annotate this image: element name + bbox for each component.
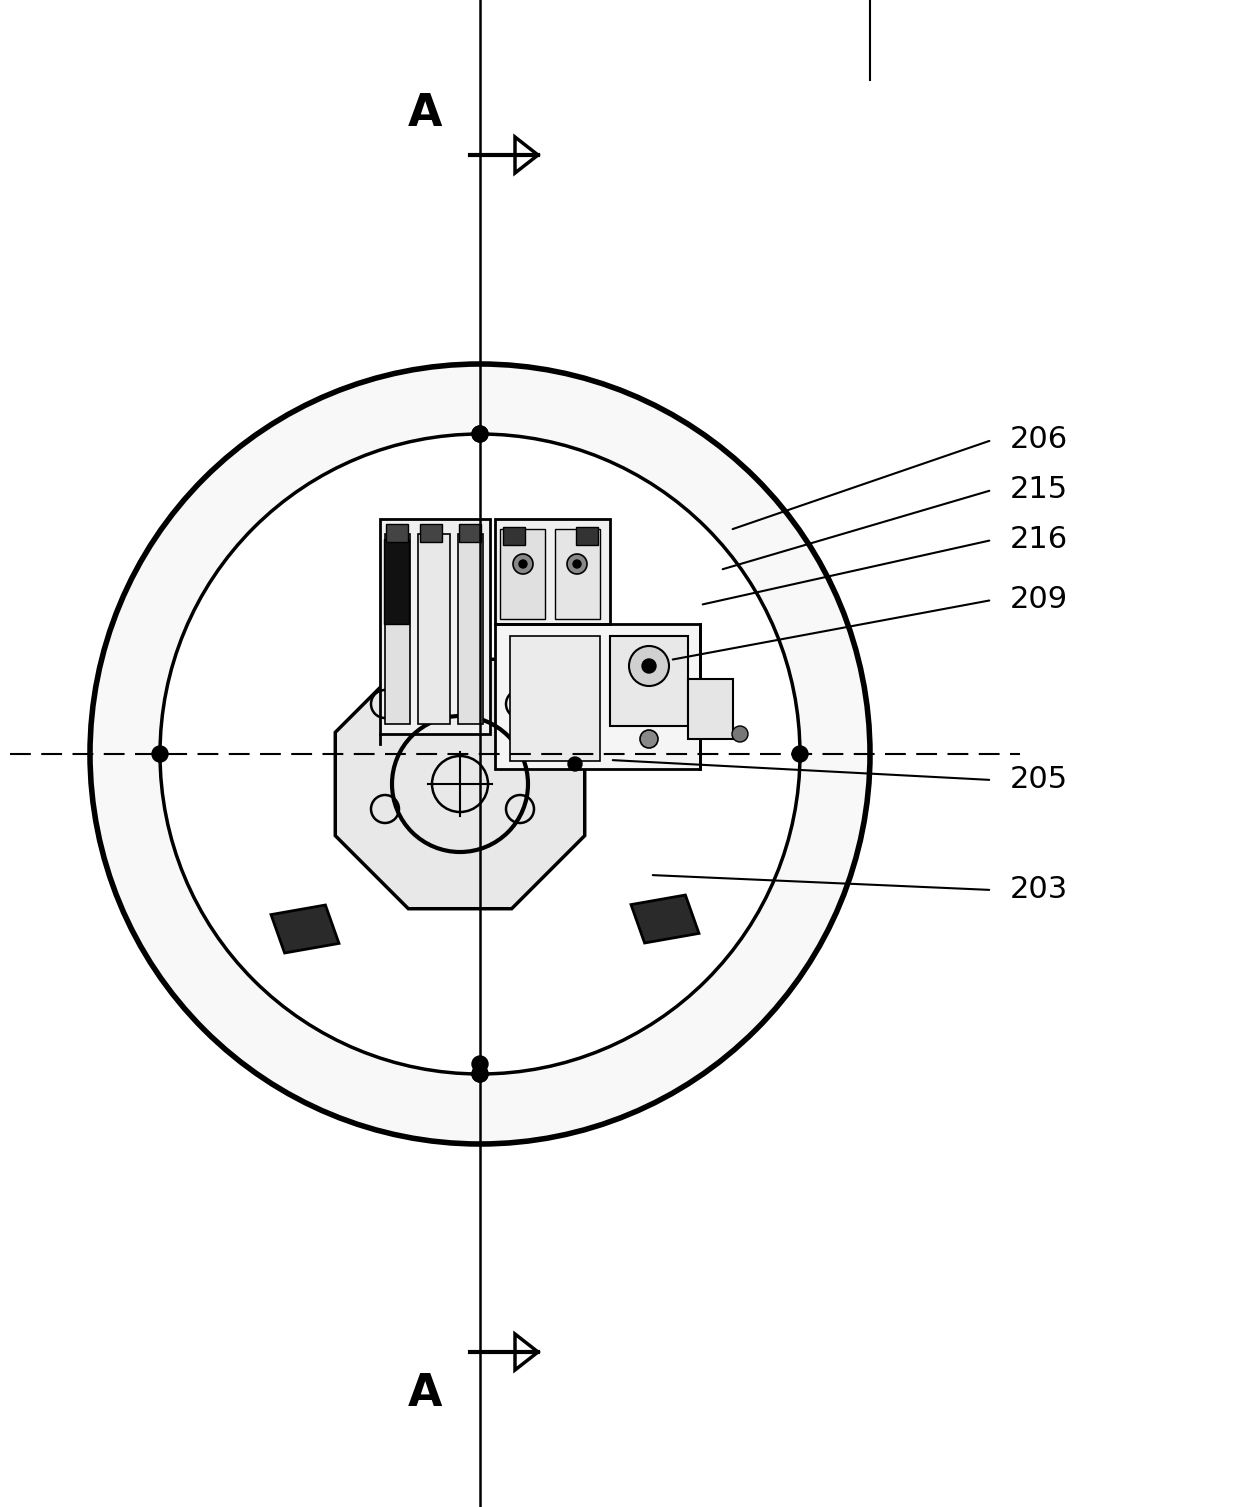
Bar xyxy=(420,524,441,543)
Circle shape xyxy=(567,555,587,574)
Bar xyxy=(577,527,598,546)
Bar xyxy=(384,533,410,723)
Circle shape xyxy=(642,659,656,674)
Circle shape xyxy=(794,747,807,761)
Bar xyxy=(379,518,490,734)
Polygon shape xyxy=(335,659,585,909)
Text: 209: 209 xyxy=(1011,586,1068,615)
Bar xyxy=(458,533,484,723)
Circle shape xyxy=(160,434,800,1074)
Text: 205: 205 xyxy=(1011,766,1068,794)
Bar xyxy=(384,540,409,624)
Polygon shape xyxy=(631,895,699,943)
Circle shape xyxy=(732,726,748,741)
Circle shape xyxy=(568,757,582,772)
Bar xyxy=(556,529,600,619)
Text: A: A xyxy=(408,92,443,134)
Text: 215: 215 xyxy=(1011,476,1068,505)
Text: 203: 203 xyxy=(1011,876,1068,904)
Text: A: A xyxy=(408,1373,443,1415)
Circle shape xyxy=(153,747,167,761)
Bar xyxy=(386,524,408,543)
Bar xyxy=(610,636,688,726)
Bar xyxy=(418,533,450,723)
Bar xyxy=(495,624,701,769)
Bar xyxy=(459,524,481,543)
Polygon shape xyxy=(272,906,339,952)
Circle shape xyxy=(792,746,808,763)
Bar xyxy=(510,636,600,761)
Circle shape xyxy=(629,647,670,686)
Circle shape xyxy=(472,426,489,442)
Bar xyxy=(688,680,733,738)
Circle shape xyxy=(573,561,582,568)
Circle shape xyxy=(640,729,658,747)
Bar xyxy=(495,518,610,624)
Text: 206: 206 xyxy=(1011,425,1068,455)
Text: 216: 216 xyxy=(1011,526,1068,555)
Circle shape xyxy=(513,555,533,574)
Bar xyxy=(503,527,525,546)
Circle shape xyxy=(91,365,870,1144)
Circle shape xyxy=(472,426,489,442)
Circle shape xyxy=(472,1056,489,1071)
Circle shape xyxy=(520,561,527,568)
Circle shape xyxy=(472,1065,489,1082)
Bar xyxy=(500,529,546,619)
Circle shape xyxy=(153,746,167,763)
Circle shape xyxy=(472,1065,489,1082)
